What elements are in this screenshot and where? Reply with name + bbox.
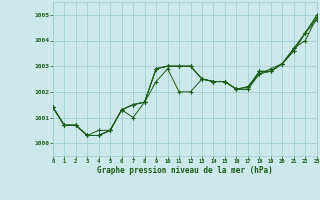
X-axis label: Graphe pression niveau de la mer (hPa): Graphe pression niveau de la mer (hPa) — [97, 166, 273, 175]
